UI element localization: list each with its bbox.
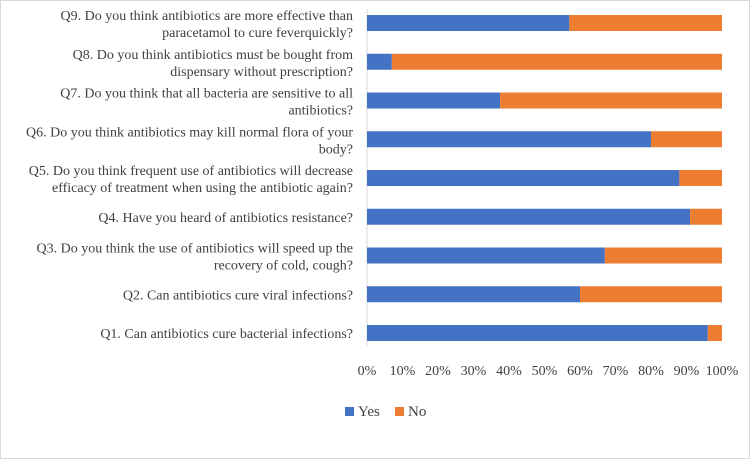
- category-label-q5: Q5. Do you think frequent use of antibio…: [29, 164, 353, 196]
- x-tick-label-100pct: 100%: [706, 364, 739, 379]
- bar-q3-yes: [367, 247, 605, 264]
- bar-q6-no: [651, 131, 722, 148]
- x-tick-label-10pct: 10%: [390, 364, 416, 379]
- x-tick-label-60pct: 60%: [567, 364, 593, 379]
- x-tick-label-20pct: 20%: [425, 364, 451, 379]
- bar-q4-no: [690, 208, 722, 225]
- category-label-q9-line-2: paracetamol to cure feverquickly?: [162, 26, 353, 41]
- bar-q5-no: [679, 170, 722, 186]
- x-tick-label-30pct: 30%: [461, 364, 487, 379]
- bar-q2-no: [580, 286, 722, 303]
- bar-q6-yes: [367, 131, 651, 148]
- bar-q1-yes: [367, 325, 708, 341]
- category-label-q3: Q3. Do you think the use of antibiotics …: [36, 242, 353, 274]
- category-label-q6-line-1: Q6. Do you think antibiotics may kill no…: [26, 125, 353, 140]
- category-label-q8-line-2: dispensary without prescription?: [170, 65, 353, 80]
- legend-swatch-no: [395, 407, 404, 416]
- category-label-q8: Q8. Do you think antibiotics must be bou…: [73, 48, 353, 80]
- category-label-q4-line-1: Q4. Have you heard of antibiotics resist…: [98, 211, 353, 226]
- category-label-q5-line-1: Q5. Do you think frequent use of antibio…: [29, 164, 353, 179]
- bar-q7-no: [500, 92, 722, 109]
- category-label-q7-line-1: Q7. Do you think that all bacteria are s…: [60, 87, 353, 102]
- category-label-q9: Q9. Do you think antibiotics are more ef…: [61, 9, 354, 41]
- x-tick-label-80pct: 80%: [638, 364, 664, 379]
- category-label-q7: Q7. Do you think that all bacteria are s…: [60, 87, 353, 119]
- bar-q4-yes: [367, 208, 691, 225]
- category-label-q6: Q6. Do you think antibiotics may kill no…: [26, 125, 353, 157]
- x-tick-label-40pct: 40%: [496, 364, 522, 379]
- category-label-q4: Q4. Have you heard of antibiotics resist…: [98, 211, 353, 226]
- category-label-q9-line-1: Q9. Do you think antibiotics are more ef…: [61, 9, 354, 24]
- bar-q9-no: [569, 15, 722, 31]
- category-label-q3-line-1: Q3. Do you think the use of antibiotics …: [36, 242, 353, 257]
- bar-q8-no: [391, 53, 722, 70]
- x-tick-label-0pct: 0%: [358, 364, 377, 379]
- category-label-q8-line-1: Q8. Do you think antibiotics must be bou…: [73, 48, 353, 63]
- bar-q2-yes: [367, 286, 580, 303]
- bar-q3-no: [604, 247, 722, 264]
- bar-q9-yes: [367, 15, 570, 31]
- category-label-q3-line-2: recovery of cold, cough?: [214, 259, 353, 274]
- category-label-q1: Q1. Can antibiotics cure bacterial infec…: [100, 327, 353, 342]
- legend-label-no: No: [408, 404, 426, 420]
- legend-swatch-yes: [345, 407, 354, 416]
- bar-q8-yes: [367, 53, 392, 70]
- x-tick-label-90pct: 90%: [674, 364, 700, 379]
- x-tick-label-50pct: 50%: [532, 364, 558, 379]
- x-tick-label-70pct: 70%: [603, 364, 629, 379]
- bar-q1-no: [707, 325, 722, 341]
- bar-q7-yes: [367, 92, 501, 109]
- category-label-q1-line-1: Q1. Can antibiotics cure bacterial infec…: [100, 327, 353, 342]
- category-label-q5-line-2: efficacy of treatment when using the ant…: [52, 181, 353, 196]
- category-label-q2-line-1: Q2. Can antibiotics cure viral infection…: [123, 288, 353, 303]
- category-label-q6-line-2: body?: [319, 142, 353, 157]
- legend-label-yes: Yes: [358, 404, 380, 420]
- category-label-q7-line-2: antibiotics?: [288, 104, 353, 119]
- bar-q5-yes: [367, 170, 680, 186]
- category-label-q2: Q2. Can antibiotics cure viral infection…: [123, 288, 353, 303]
